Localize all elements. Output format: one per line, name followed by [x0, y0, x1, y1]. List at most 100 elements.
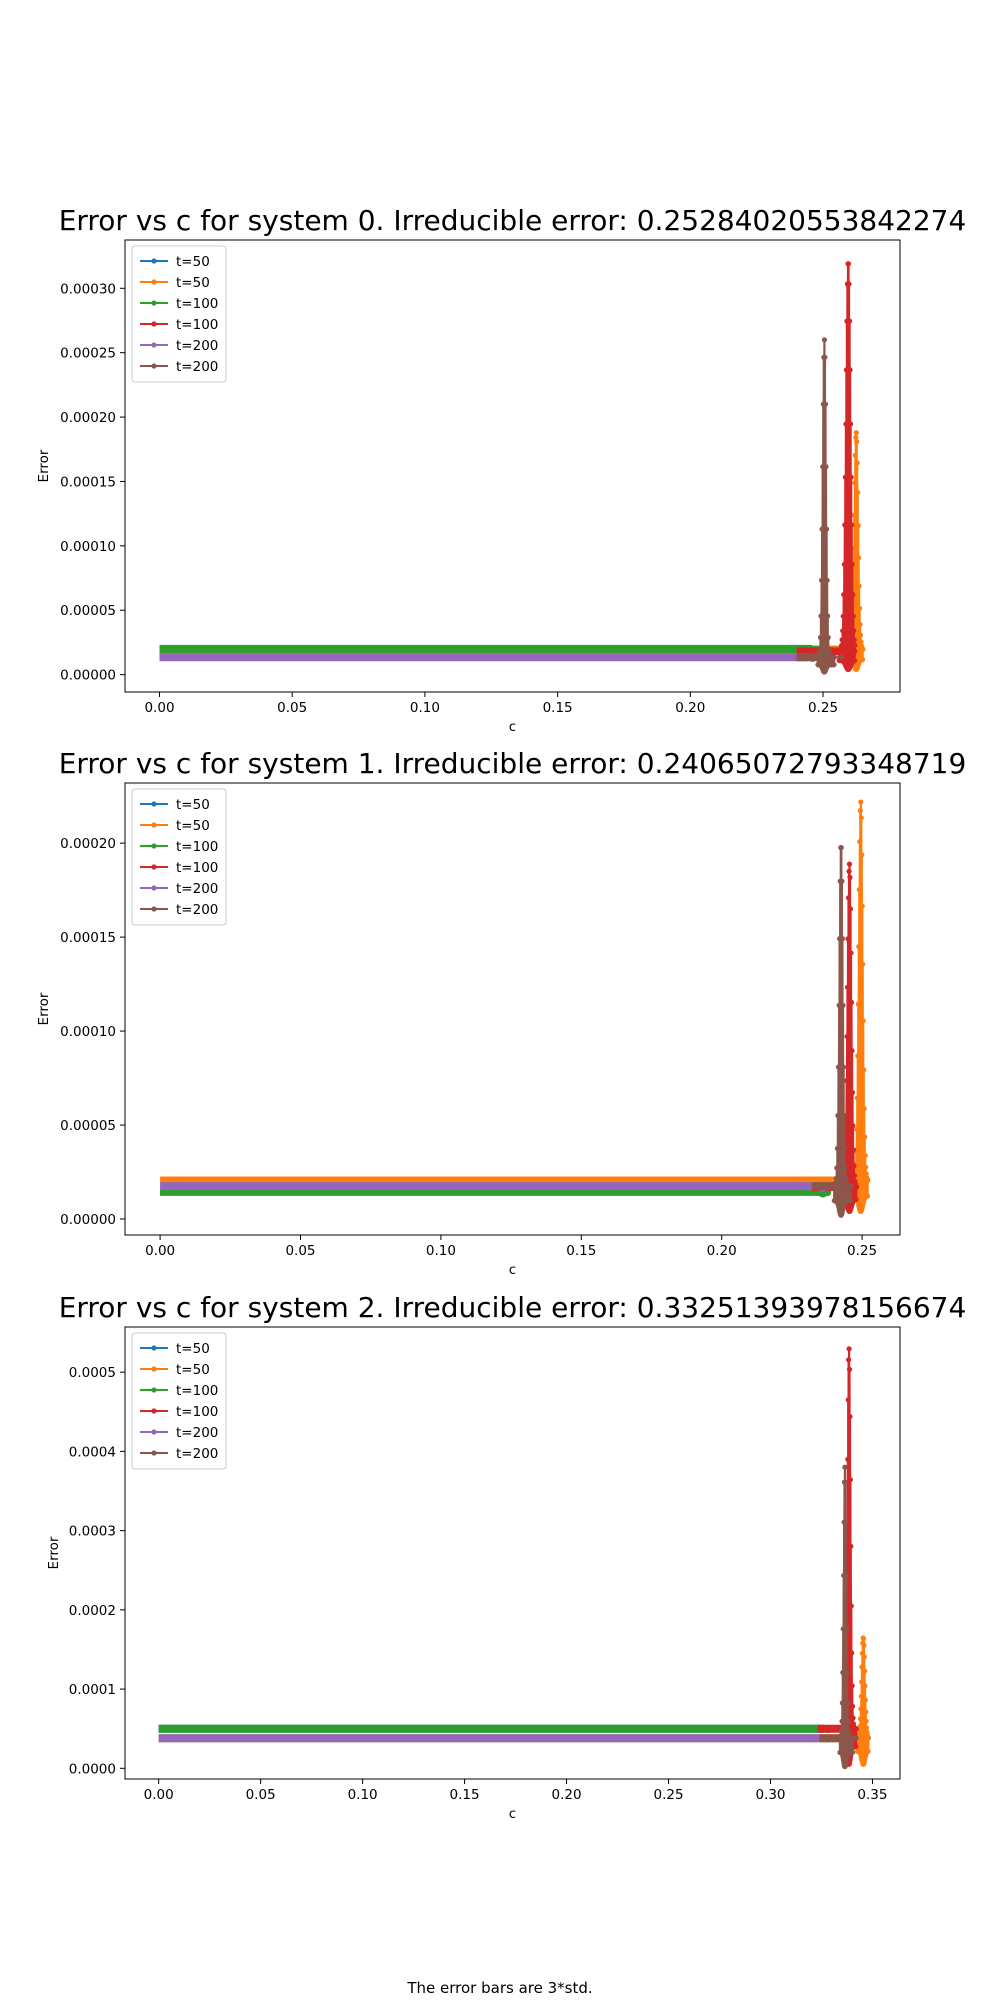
series-spike-line	[837, 263, 857, 670]
series-point	[858, 815, 864, 821]
series-point	[845, 1397, 851, 1403]
series-point	[856, 887, 862, 893]
legend-entry-label: t=50	[176, 797, 210, 813]
x-tick-label: 0.35	[857, 1787, 887, 1803]
series-point	[831, 654, 837, 660]
series-point	[849, 1089, 856, 1096]
series-point	[847, 874, 853, 881]
series-point	[848, 1543, 854, 1549]
series-point	[850, 1703, 856, 1709]
series-point	[857, 1723, 863, 1729]
y-tick-label: 0.00030	[60, 281, 116, 297]
series-point	[856, 943, 862, 950]
series-point	[817, 634, 824, 641]
series-point	[860, 1018, 866, 1024]
series-point	[865, 1748, 871, 1754]
series-point	[826, 646, 832, 652]
series-point	[840, 613, 846, 619]
legend-entry-label: t=50	[176, 1362, 210, 1378]
series-point	[847, 367, 853, 373]
series-point	[845, 1718, 851, 1724]
legend-marker	[151, 321, 157, 327]
series-point	[853, 1184, 860, 1190]
series-point	[838, 845, 844, 851]
series-point	[849, 1650, 855, 1656]
series-point	[848, 950, 854, 956]
series-point	[855, 523, 861, 529]
x-tick-label: 0.25	[808, 700, 838, 716]
legend-entry-label: t=50	[176, 818, 210, 834]
series-point	[842, 1145, 848, 1151]
series-point	[843, 1572, 849, 1579]
y-tick-label: 0.0001	[69, 1682, 116, 1698]
series-point	[834, 1145, 841, 1151]
y-tick-label: 0.00020	[60, 410, 116, 426]
y-tick-label: 0.0002	[69, 1603, 116, 1619]
legend-entry-label: t=100	[176, 296, 218, 312]
series-point	[855, 1053, 861, 1059]
series-point	[852, 658, 858, 664]
x-tick-label: 0.25	[847, 1243, 877, 1259]
series-point	[821, 337, 828, 343]
legend-entry-label: t=50	[176, 275, 210, 291]
series-t100-2	[160, 1187, 832, 1198]
series-point	[841, 1112, 847, 1119]
chart-title: Error vs c for system 2. Irreducible err…	[59, 1291, 967, 1324]
series-t200-5	[811, 845, 854, 1218]
legend-entry-label: t=100	[176, 860, 218, 876]
legend-marker	[151, 363, 157, 369]
legend: t=50 t=50 t=100 t=100 t=200 t=200	[131, 788, 227, 926]
x-axis-label: c	[509, 1806, 516, 1822]
series-point	[852, 642, 858, 649]
y-tick-label: 0.00005	[60, 603, 116, 619]
series-point	[864, 1193, 871, 1199]
series-point	[862, 1153, 868, 1159]
legend-marker	[151, 1387, 157, 1393]
series-point	[816, 651, 823, 657]
series-point	[818, 613, 824, 619]
y-tick-label: 0.0003	[69, 1524, 116, 1540]
series-point	[853, 1196, 859, 1202]
series-point	[854, 439, 860, 445]
series-point	[838, 1732, 844, 1739]
series-point	[865, 1177, 871, 1184]
series-point	[859, 903, 865, 909]
series-point	[857, 1716, 864, 1722]
series-point	[841, 561, 847, 567]
series-point	[862, 1697, 869, 1703]
legend-entry-label: t=50	[176, 254, 210, 270]
y-tick-label: 0.00020	[60, 836, 116, 852]
series-point	[819, 577, 825, 583]
series-point	[847, 318, 853, 324]
legend-marker	[151, 885, 157, 891]
series-point	[859, 1679, 865, 1685]
x-tick-label: 0.25	[653, 1787, 683, 1803]
series-point	[824, 526, 830, 532]
series-point	[861, 1654, 867, 1660]
legend-marker	[151, 258, 157, 264]
series-point	[844, 1700, 851, 1706]
series-point	[822, 401, 829, 407]
series-t100-3	[817, 1346, 859, 1767]
series-point	[849, 522, 855, 528]
series-point	[854, 460, 860, 466]
series-point	[853, 434, 859, 441]
series-point	[861, 1067, 867, 1073]
series-point	[849, 1749, 856, 1756]
series-point	[845, 936, 851, 942]
series-point	[852, 452, 858, 458]
series-point	[842, 1479, 849, 1485]
x-tick-label: 0.10	[410, 700, 440, 716]
series-point	[851, 1163, 857, 1169]
legend-marker	[151, 801, 157, 807]
series-t100-3	[796, 261, 858, 673]
series-point	[847, 1414, 853, 1420]
y-axis-label: Error	[46, 1536, 62, 1569]
series-point	[857, 605, 863, 611]
x-tick-label: 0.20	[552, 1787, 582, 1803]
series-point	[856, 555, 862, 561]
series-point	[834, 1165, 840, 1171]
legend-entry-label: t=200	[176, 902, 218, 918]
series-point	[850, 1715, 856, 1721]
series-point	[825, 613, 831, 619]
